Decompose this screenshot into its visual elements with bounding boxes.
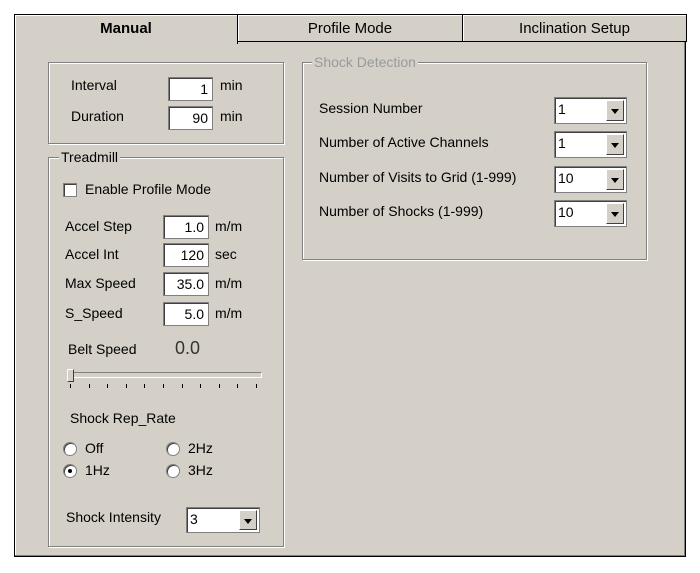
treadmill-group [48,157,284,547]
shock-intensity-value: 3 [190,511,198,527]
belt-speed-slider[interactable] [68,372,262,378]
treadmill-title: Treadmill [59,149,121,165]
interval-unit: min [220,77,243,93]
tab-inclination-setup[interactable]: Inclination Setup [462,14,687,42]
interval-label: Interval [71,77,117,93]
slider-tick [256,384,257,388]
rep-rate-2hz-radio[interactable] [166,442,180,456]
slider-tick [181,384,183,388]
accel-int-label: Accel Int [65,246,119,262]
shock-detection-row-label: Session Number [319,100,423,116]
enable-profile-checkbox[interactable] [63,183,77,197]
select-value: 1 [558,101,566,117]
shock-detection-select[interactable]: 1 [554,97,627,124]
shock-detection-select[interactable]: 10 [554,200,627,227]
rep-rate-1hz-radio[interactable] [63,464,77,478]
shock-detection-title: Shock Detection [312,54,418,70]
slider-thumb[interactable] [67,369,74,382]
shock-detection-select[interactable]: 1 [554,131,627,158]
shock-detection-row-label: Number of Visits to Grid (1-999) [319,169,517,185]
duration-label: Duration [71,108,124,124]
slider-tick [237,384,239,388]
slider-tick [218,384,220,388]
belt-speed-value: 0.0 [175,338,201,358]
rep-rate-off-label: Off [85,440,104,456]
select-value: 10 [558,170,574,186]
shock-detection-row-label: Number of Active Channels [319,134,489,150]
chevron-down-icon[interactable] [606,134,624,155]
slider-tick [125,384,127,388]
s-speed-label: S_Speed [65,305,123,321]
enable-profile-label: Enable Profile Mode [85,181,212,197]
duration-unit: min [220,108,243,124]
s-speed-unit: m/m [215,305,243,321]
interval-input[interactable]: 1 [168,77,213,101]
slider-tick [107,384,109,388]
s-speed-input[interactable]: 5.0 [163,302,209,326]
manual-panel [14,42,686,557]
shock-detection-group [302,62,647,260]
duration-input[interactable]: 90 [168,106,213,130]
tab-profile-mode[interactable]: Profile Mode [237,14,463,42]
shock-detection-row-label: Number of Shocks (1-999) [319,203,484,219]
chevron-down-icon[interactable] [606,203,624,224]
belt-speed-label: Belt Speed [68,341,137,357]
chevron-down-icon[interactable] [606,100,624,121]
max-speed-unit: m/m [215,275,243,291]
accel-step-unit: m/m [215,218,243,234]
slider-tick [200,384,202,388]
tab-manual[interactable]: Manual [14,14,238,44]
shock-intensity-label: Shock Intensity [66,509,161,525]
accel-int-unit: sec [215,246,237,262]
select-value: 10 [558,204,574,220]
shock-intensity-select[interactable]: 3 [186,507,260,533]
chevron-down-icon[interactable] [239,510,257,530]
accel-step-input[interactable]: 1.0 [163,215,209,239]
rep-rate-off-radio[interactable] [63,442,77,456]
shock-detection-select[interactable]: 10 [554,166,627,193]
timing-group [48,62,284,144]
chevron-down-icon[interactable] [606,169,624,190]
rep-rate-1hz-label: 1Hz [85,462,110,478]
slider-tick [163,384,164,388]
max-speed-input[interactable]: 35.0 [163,272,209,296]
slider-tick [144,384,146,388]
slider-tick [70,384,71,388]
rep-rate-3hz-label: 3Hz [188,462,213,478]
accel-int-input[interactable]: 120 [163,243,209,267]
accel-step-label: Accel Step [65,218,132,234]
max-speed-label: Max Speed [65,275,136,291]
slider-tick [88,384,90,388]
rep-rate-2hz-label: 2Hz [188,440,213,456]
rep-rate-3hz-radio[interactable] [166,464,180,478]
shock-rep-rate-label: Shock Rep_Rate [70,410,176,426]
select-value: 1 [558,135,566,151]
